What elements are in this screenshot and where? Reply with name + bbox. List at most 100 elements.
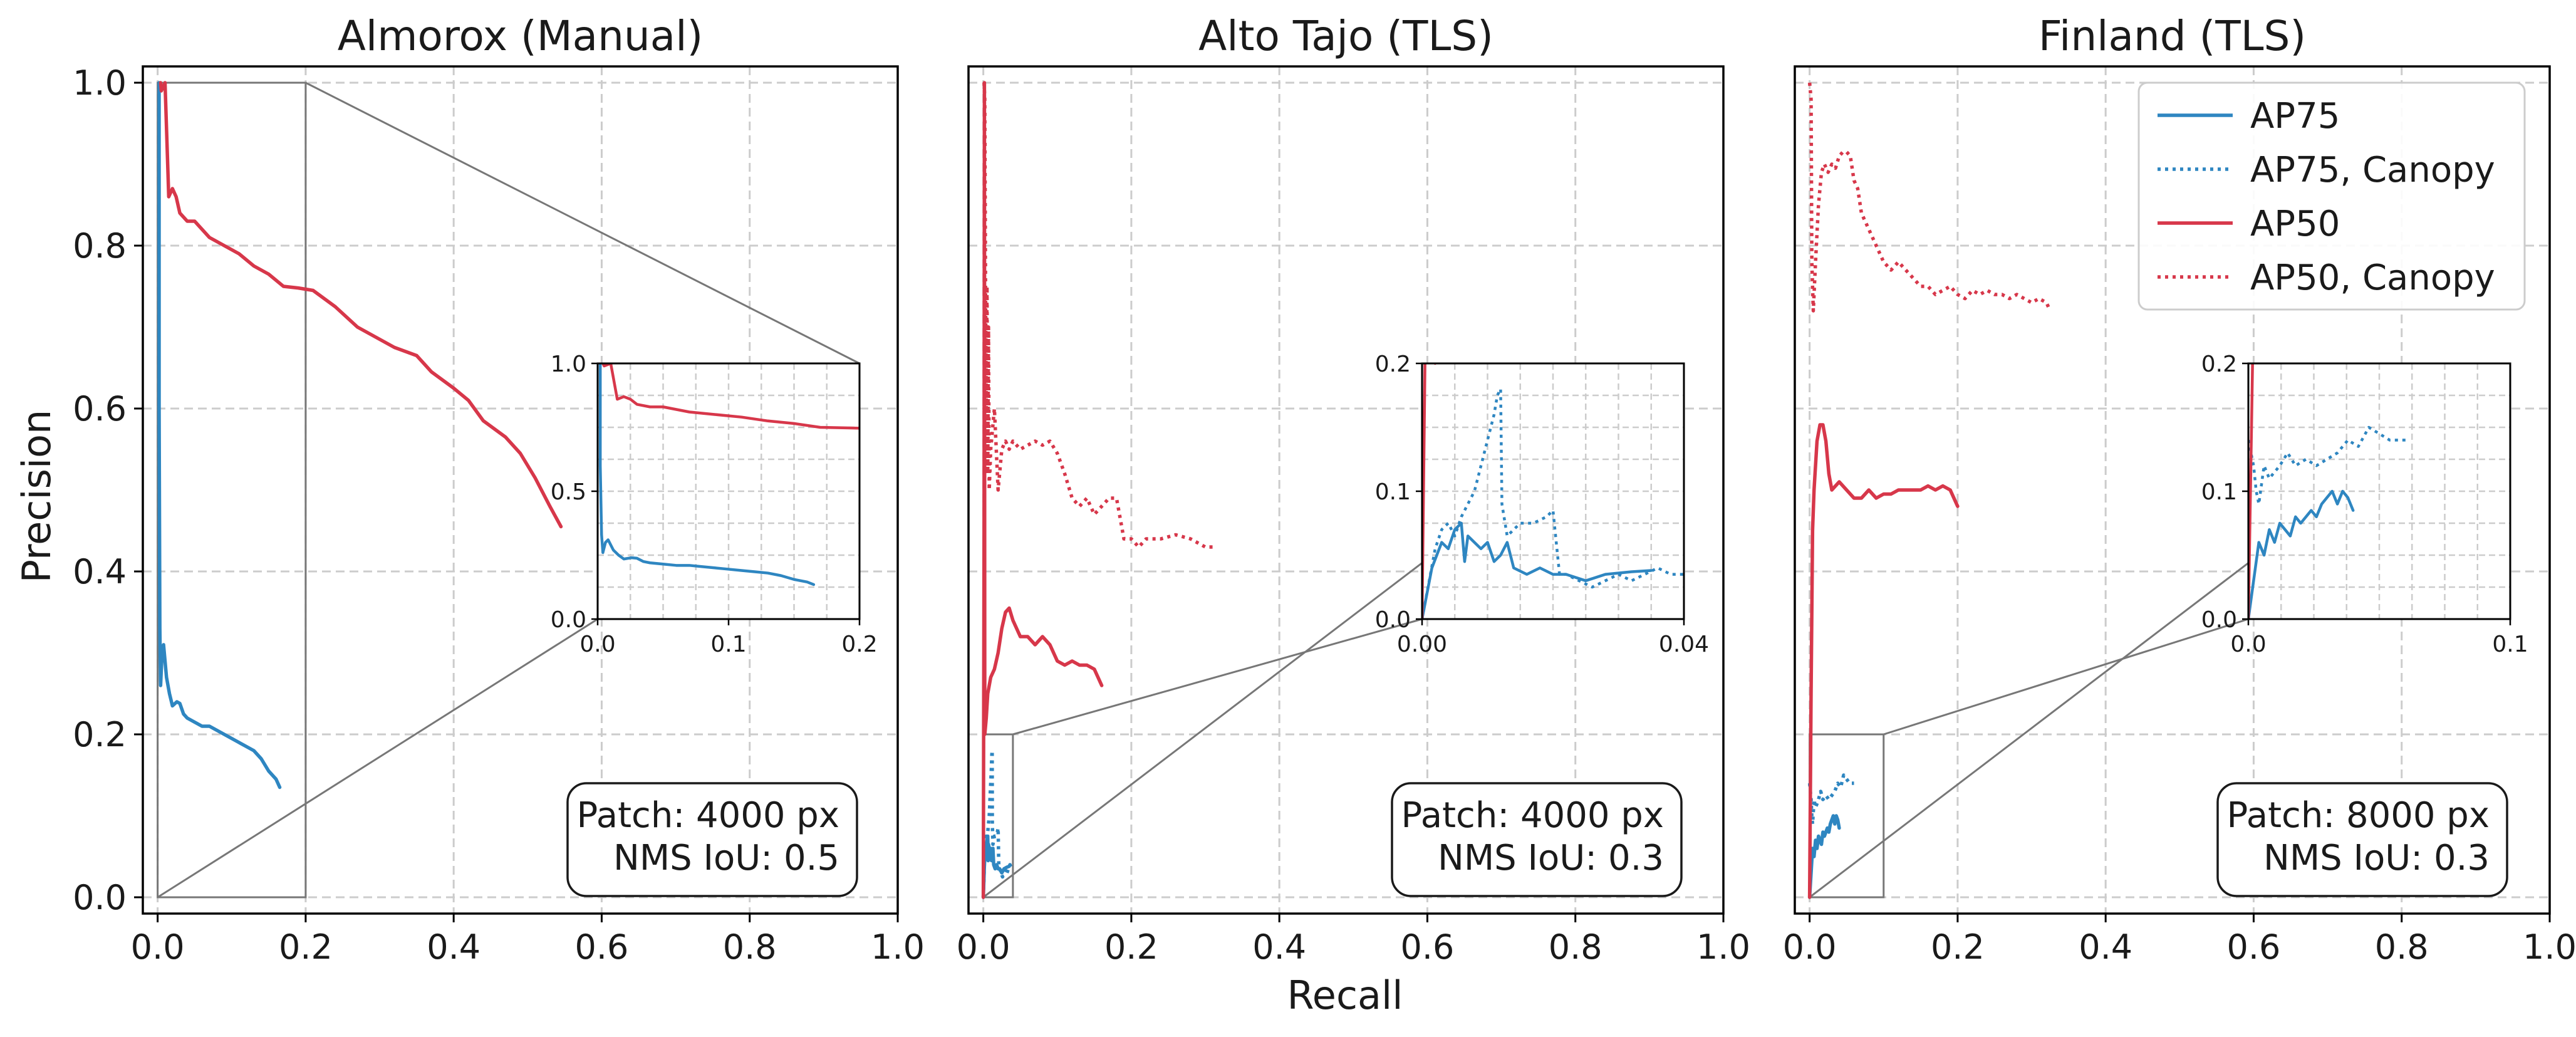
inset-x-tick-label: 0.00 xyxy=(1397,632,1447,657)
patch-size-text: Patch: 4000 px xyxy=(577,795,839,836)
x-tick-label: 0.6 xyxy=(2227,927,2281,967)
x-tick-label: 0.2 xyxy=(1104,927,1158,967)
inset-x-tick-label: 0.2 xyxy=(841,632,877,657)
series-line-ap50 xyxy=(1807,423,1960,899)
zoom-connector xyxy=(305,81,860,365)
x-tick-label: 0.6 xyxy=(1401,927,1455,967)
nms-iou-text: NMS IoU: 0.3 xyxy=(1438,838,1664,878)
zoom-connector xyxy=(157,618,598,899)
inset-y-tick-label: 0.1 xyxy=(2201,479,2237,505)
inset-x-tick-label: 0.0 xyxy=(2230,632,2266,657)
nms-iou-text: NMS IoU: 0.5 xyxy=(613,838,839,878)
series-line-ap50 xyxy=(158,81,563,529)
zoom-connector xyxy=(1012,618,1423,736)
axes-frame xyxy=(1794,65,2551,915)
grid xyxy=(143,66,899,914)
panel-1: 0.0 0.2 0.4 0.6 0.8 1.0 0.0 0.2 0.4 0.6 0.8 1.0 Almo… xyxy=(73,12,925,967)
inset-x-tick-label: 0.0 xyxy=(579,632,615,657)
series-line-ap75 xyxy=(598,363,816,586)
y-tick-label: 0.4 xyxy=(73,552,127,591)
patch-size-text: Patch: 4000 px xyxy=(1401,795,1664,836)
legend: AP75 AP75, Canopy AP50 AP50, Canopy xyxy=(2137,81,2526,311)
annotation-frame xyxy=(566,782,858,897)
inset-axes: 0.0 0.1 0.2 0.0 0.5 1.0 xyxy=(551,352,878,657)
x-tick-label: 0.0 xyxy=(1783,927,1837,967)
inset-x-tick-label: 0.1 xyxy=(2492,632,2528,657)
series-line-ap50-canopy xyxy=(1807,82,2052,313)
nms-iou-text: NMS IoU: 0.3 xyxy=(2263,838,2490,878)
y-tick-label: 0.6 xyxy=(73,389,127,429)
axes-frame xyxy=(142,65,899,915)
inset-series-group xyxy=(598,363,860,586)
panel-title: Almorox (Manual) xyxy=(338,12,704,60)
inset-y-tick-label: 0.0 xyxy=(1375,607,1411,633)
x-tick-label: 1.0 xyxy=(1696,927,1750,967)
series-group xyxy=(981,81,1213,899)
legend-frame xyxy=(2137,81,2526,311)
legend-label: AP75 xyxy=(2250,96,2340,137)
inset-axes: 0.00 0.04 0.0 0.1 0.2 xyxy=(1375,0,2576,657)
y-axis-label: Precision xyxy=(14,410,60,583)
inset-series-group xyxy=(2248,363,2406,619)
x-tick-label: 0.2 xyxy=(1931,927,1985,967)
inset-x-tick-label: 0.1 xyxy=(710,632,746,657)
zoom-connector xyxy=(1883,618,2249,736)
inset-y-tick-label: 0.2 xyxy=(2201,352,2237,377)
legend-label: AP50 xyxy=(2250,204,2340,244)
axes-frame xyxy=(967,65,1725,915)
x-tick-label: 0.2 xyxy=(279,927,333,967)
inset-y-tick-label: 0.2 xyxy=(1375,352,1411,377)
zoom-region xyxy=(157,81,307,899)
series-line-ap75-canopy xyxy=(1807,773,1854,826)
series-line-ap75-canopy xyxy=(1422,387,1684,619)
x-tick-label: 1.0 xyxy=(2523,927,2576,967)
series-line-ap50-canopy xyxy=(1428,0,2576,70)
series-line-ap75 xyxy=(157,81,282,789)
annotation-frame xyxy=(1391,782,1683,897)
inset-axes: 0.0 0.1 0.0 0.1 0.2 xyxy=(2201,352,2528,657)
inset-grid xyxy=(1422,363,1684,619)
inset-y-tick-label: 0.0 xyxy=(2201,607,2237,633)
zoom-region xyxy=(1809,733,1885,899)
x-tick-label: 0.6 xyxy=(575,927,629,967)
legend-label: AP75, Canopy xyxy=(2250,150,2495,190)
series-line-ap50 xyxy=(981,81,1104,899)
y-tick-label: 0.0 xyxy=(73,878,127,917)
x-tick-label: 0.0 xyxy=(957,927,1010,967)
y-tick-label: 0.8 xyxy=(73,226,127,266)
y-tick-label: 1.0 xyxy=(73,63,127,103)
x-tick-label: 0.0 xyxy=(131,927,185,967)
x-tick-label: 0.4 xyxy=(1252,927,1306,967)
inset-series-group xyxy=(1422,0,2576,619)
x-axis-label: Recall xyxy=(1287,972,1403,1018)
inset-y-tick-label: 0.1 xyxy=(1375,479,1411,505)
series-line-ap50 xyxy=(601,363,860,430)
legend-label: AP50, Canopy xyxy=(2250,258,2495,298)
inset-y-tick-label: 0.5 xyxy=(551,479,586,505)
inset-y-tick-label: 1.0 xyxy=(551,352,586,377)
series-line-ap75 xyxy=(1807,814,1841,899)
panel-title: Finland (TLS) xyxy=(2038,12,2306,60)
x-tick-label: 1.0 xyxy=(871,927,925,967)
x-tick-label: 0.8 xyxy=(1549,927,1602,967)
inset-x-tick-label: 0.04 xyxy=(1659,632,1709,657)
inset-grid xyxy=(598,363,860,619)
panel-title: Alto Tajo (TLS) xyxy=(1198,12,1493,60)
series-line-ap75 xyxy=(2248,489,2355,619)
inset-y-tick-label: 0.0 xyxy=(551,607,586,633)
x-tick-label: 0.4 xyxy=(427,927,480,967)
series-line-ap50-canopy xyxy=(982,82,1213,549)
x-tick-label: 0.8 xyxy=(723,927,777,967)
x-tick-label: 0.8 xyxy=(2375,927,2429,967)
annotation-frame xyxy=(2216,782,2508,897)
inset-grid xyxy=(2248,363,2510,619)
x-tick-label: 0.4 xyxy=(2079,927,2132,967)
series-line-ap75-canopy xyxy=(981,749,1014,898)
series-group xyxy=(1807,82,2052,899)
y-tick-label: 0.2 xyxy=(73,715,127,754)
